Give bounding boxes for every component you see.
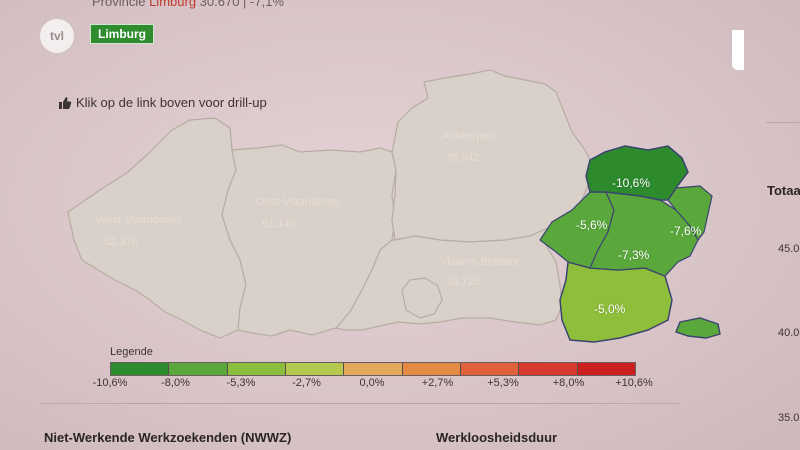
- legend-swatch: [111, 363, 170, 375]
- district-label-west: -5,6%: [576, 218, 608, 232]
- legend-swatch: [519, 363, 578, 375]
- ghost-value-brabant: 30.725: [446, 276, 480, 288]
- district-mid-east[interactable]: [667, 185, 713, 242]
- ghost-value-west: 52.378: [104, 236, 138, 248]
- section-title-duur: Werkloosheidsduur: [436, 430, 558, 445]
- legend-tick: -8,0%: [161, 377, 190, 389]
- drill-up-hint: Klik op de link boven voor drill-up: [58, 95, 267, 110]
- legend-tick: -5,3%: [226, 377, 256, 389]
- legend-tick: 0,0%: [359, 377, 385, 389]
- tvl-logo-text: tvl: [49, 29, 64, 43]
- province-link[interactable]: Limburg: [149, 0, 197, 9]
- right-panel-label: Totaa: [767, 183, 800, 198]
- province-prefix: Provincie: [92, 0, 150, 9]
- legend-color-scale: [110, 362, 636, 376]
- region-vlaams-brabant[interactable]: [334, 227, 563, 331]
- district-label-south: -5,0%: [594, 302, 626, 316]
- legend-swatch: [460, 363, 520, 375]
- district-label-center: -7,3%: [618, 248, 650, 262]
- legend-swatch: [344, 363, 403, 375]
- section-divider: [40, 403, 680, 404]
- right-panel-divider: [766, 122, 800, 123]
- province-values: 30.670 | -7,1%: [196, 0, 284, 9]
- region-tag-badge: Limburg: [90, 24, 154, 44]
- axis-tick-45: 45.0: [778, 243, 800, 255]
- ghost-value-antwerpen: 75.542: [446, 152, 480, 164]
- broadcaster-corner-mark: [732, 30, 744, 70]
- region-brussel: [401, 277, 443, 319]
- province-summary-line: Provincie Limburg 30.670 | -7,1%: [92, 0, 284, 9]
- region-antwerpen[interactable]: [391, 69, 591, 243]
- district-label-north: -10,6%: [612, 176, 651, 190]
- legend-tick: -2,7%: [292, 377, 321, 389]
- thumb-up-icon: [59, 96, 72, 109]
- ghost-value-oost: 61.140: [262, 218, 296, 230]
- legend-tick: +10,6%: [615, 377, 653, 389]
- section-title-nwwz: Niet-Werkende Werkzoekenden (NWWZ): [44, 430, 292, 445]
- legend-tick: +8,0%: [552, 377, 585, 389]
- legend-tick: -10,6%: [92, 377, 128, 389]
- legend-swatch: [285, 363, 345, 375]
- legend-swatch: [402, 363, 461, 375]
- ghost-label-oost: Oost-Vlaanderen: [256, 196, 340, 208]
- district-voeren-exclave[interactable]: [675, 317, 721, 339]
- legend-tick: +2,7%: [421, 377, 454, 389]
- region-west-vlaanderen[interactable]: [67, 117, 247, 339]
- axis-tick-40: 40.0: [778, 327, 800, 339]
- axis-tick-35: 35.0: [778, 412, 800, 424]
- legend-swatch: [227, 363, 286, 375]
- ghost-label-west: West-Vlaanderen: [96, 214, 181, 226]
- drill-up-hint-text: Klik op de link boven voor drill-up: [76, 95, 267, 110]
- tvl-logo: tvl: [40, 19, 74, 53]
- region-tag-text: Limburg: [98, 27, 146, 41]
- legend-title: Legende: [110, 346, 153, 358]
- district-dark-north[interactable]: [585, 145, 689, 201]
- legend-tick-labels: -10,6% -8,0% -5,3% -2,7% 0,0% +2,7% +5,3% +8,0%…: [84, 377, 664, 391]
- district-label-east: -7,6%: [670, 224, 702, 238]
- legend-tick: +5,3%: [487, 377, 519, 389]
- ghost-label-antwerpen: Antwerpen: [442, 130, 495, 142]
- ghost-label-brabant: Vlaams-Brabant: [440, 256, 519, 268]
- legend-swatch: [169, 363, 228, 375]
- legend-swatch: [577, 363, 635, 375]
- district-mid-center[interactable]: [589, 191, 699, 277]
